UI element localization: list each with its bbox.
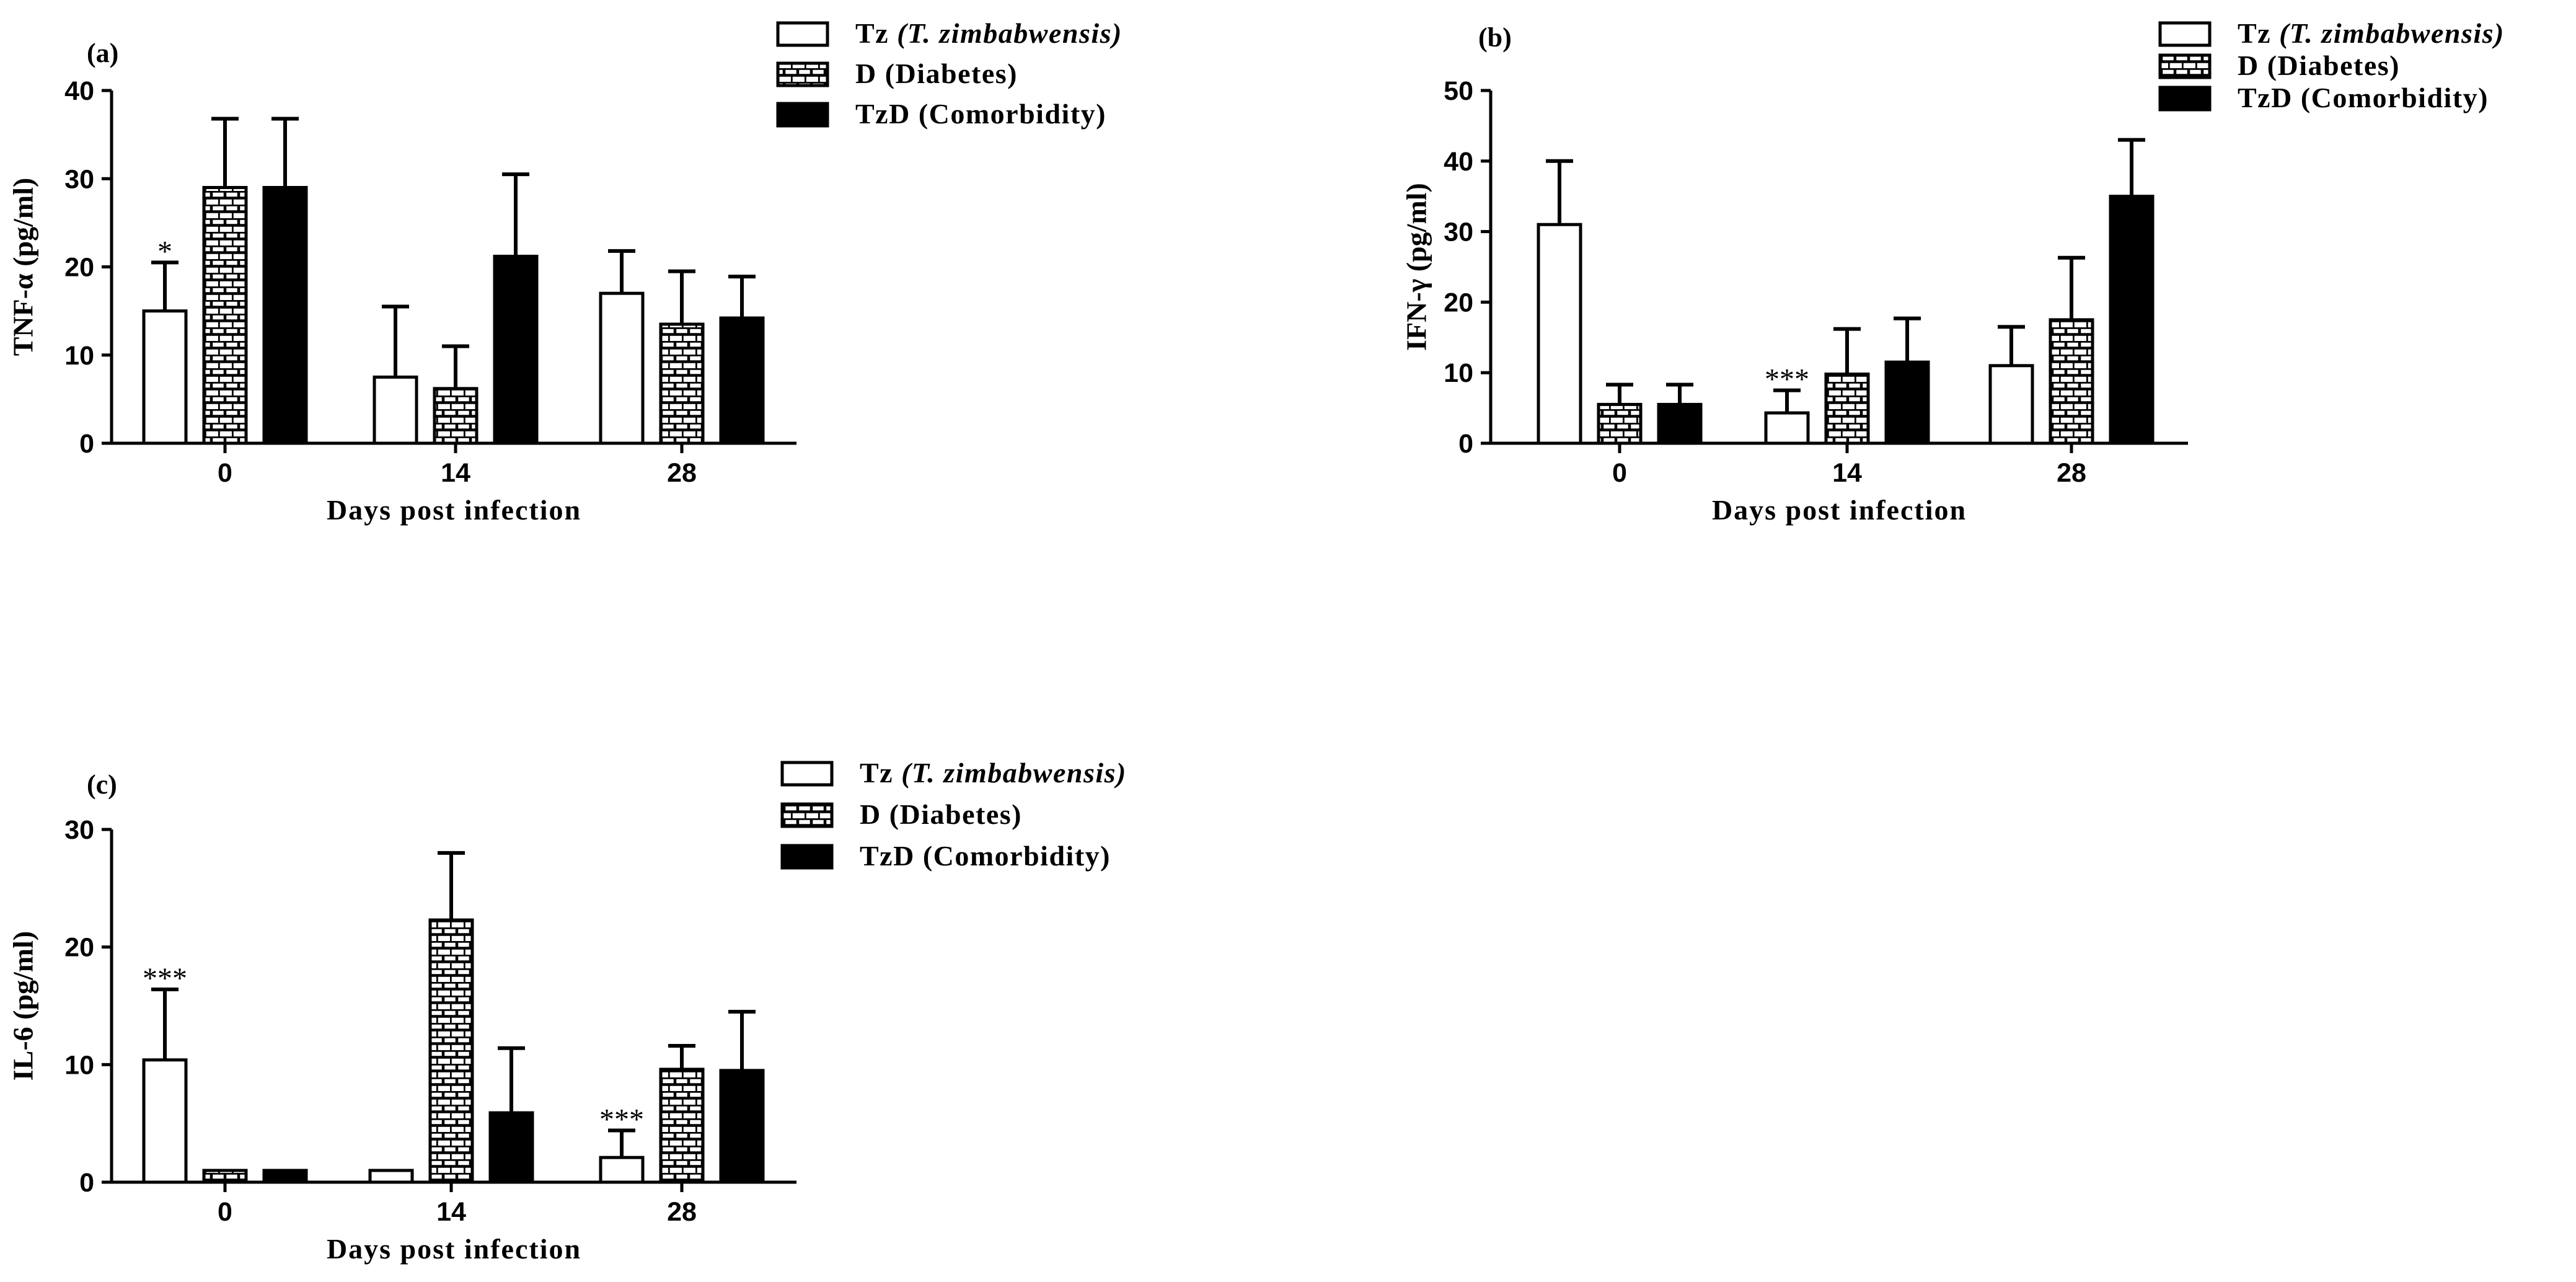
bar-brick-day-28 — [659, 1068, 705, 1184]
y-tick-label: 40 — [1444, 147, 1473, 177]
x-axis-label: Days post infection — [327, 1233, 581, 1265]
x-axis-label: Days post infection — [1712, 494, 1967, 526]
y-tick-label: 0 — [79, 429, 94, 459]
legend-swatch-brick — [2158, 53, 2212, 79]
bar-black-day-0 — [262, 185, 308, 445]
chart-panel-a: (a) 0 10 20 30 40 TNF-α (pg/ml) 0 14 28 Days post … — [7, 17, 1123, 526]
significance-marker: *** — [1765, 363, 1809, 396]
y-tick-label: 20 — [64, 933, 94, 963]
legend-entry: Tz (T. zimbabwensis) — [2238, 17, 2505, 49]
bar-black-day-14 — [493, 254, 539, 445]
bar-black-day-14 — [1884, 360, 1930, 445]
bar-black-day-28 — [2109, 195, 2155, 445]
x-tick-label: 14 — [441, 458, 470, 488]
x-tick-label: 14 — [436, 1197, 466, 1227]
bar-black-day-14 — [488, 1111, 534, 1184]
x-tick-label: 28 — [667, 1197, 697, 1227]
y-tick-label: 30 — [64, 815, 94, 845]
bar-brick-day-0 — [1597, 402, 1643, 445]
bar-white-day-0 — [142, 309, 188, 445]
legend-swatch-black — [2158, 86, 2212, 112]
legend-swatch-black — [780, 844, 834, 870]
bar-white-day-28 — [1988, 364, 2034, 445]
legend-swatch-white — [776, 21, 829, 47]
bar-white-day-14 — [1764, 411, 1810, 445]
y-tick-label: 40 — [64, 76, 94, 106]
bar-brick-day-28 — [659, 322, 705, 445]
x-tick-label: 0 — [218, 1197, 232, 1227]
bar-white-day-28 — [599, 1156, 645, 1184]
legend-entry: D (Diabetes) — [860, 798, 1022, 830]
legend-swatch-black — [776, 102, 829, 128]
bar-black-day-0 — [262, 1169, 308, 1184]
bar-white-day-14 — [373, 375, 418, 445]
x-tick-label: 28 — [667, 458, 697, 488]
chart-panel-b: (b) 0 10 20 30 40 50 IFN-γ (pg/ml) 0 14 28 Days pos… — [1401, 17, 2505, 526]
y-tick-label: 10 — [64, 341, 94, 371]
legend-entry: TzD (Comorbidity) — [855, 98, 1106, 130]
y-tick-label: 0 — [79, 1168, 94, 1198]
x-axis-label: Days post infection — [327, 494, 581, 526]
bar-black-day-28 — [719, 1069, 765, 1184]
legend-entry: D (Diabetes) — [855, 58, 1018, 89]
bar-brick-day-0 — [202, 185, 248, 445]
y-tick-label: 20 — [64, 253, 94, 283]
bar-brick-day-14 — [1824, 372, 1870, 445]
y-tick-label: 50 — [1444, 76, 1473, 106]
x-tick-label: 14 — [1832, 458, 1862, 488]
y-tick-label: 30 — [1444, 218, 1473, 247]
legend: Tz (T. zimbabwensis) D (Diabetes) TzD (Com… — [780, 757, 1127, 872]
y-axis-label: TNF-α (pg/ml) — [7, 178, 39, 356]
legend-swatch-white — [2158, 21, 2212, 47]
bar-brick-day-14 — [428, 918, 474, 1184]
legend: Tz (T. zimbabwensis) D (Diabetes) TzD (Com… — [776, 17, 1123, 130]
legend-entry: Tz (T. zimbabwensis) — [860, 757, 1127, 789]
x-tick-label: 28 — [2057, 458, 2086, 488]
bar-white-day-0 — [1537, 223, 1582, 445]
x-tick-label: 0 — [218, 458, 232, 488]
bar-white-day-28 — [599, 291, 645, 445]
panel-label: (c) — [87, 769, 117, 800]
y-tick-label: 10 — [64, 1050, 94, 1080]
bar-white-day-14 — [368, 1169, 414, 1184]
panel-label: (b) — [1478, 22, 1512, 53]
legend: Tz (T. zimbabwensis)D (Diabetes)TzD (Com… — [2158, 17, 2505, 113]
y-tick-label: 30 — [64, 164, 94, 194]
legend-swatch-white — [780, 761, 834, 787]
bar-brick-day-14 — [433, 387, 479, 445]
bar-white-day-0 — [142, 1058, 188, 1184]
legend-entry: Tz (T. zimbabwensis) — [855, 17, 1123, 49]
chart-panel-c: (c) 0 10 20 30 IL-6 (pg/ml) 0 14 28 Days post inf… — [7, 757, 1127, 1265]
legend-entry: TzD (Comorbidity) — [2238, 82, 2489, 113]
legend-entry: D (Diabetes) — [2238, 50, 2400, 81]
legend-entry: TzD (Comorbidity) — [860, 840, 1111, 872]
bar-brick-day-28 — [2049, 318, 2094, 445]
legend-swatch-brick — [776, 61, 829, 87]
panel-label: (a) — [87, 38, 118, 68]
bar-brick-day-0 — [202, 1169, 248, 1184]
y-tick-label: 10 — [1444, 358, 1473, 388]
y-axis-label: IFN-γ (pg/ml) — [1401, 183, 1432, 351]
y-tick-label: 0 — [1458, 429, 1473, 459]
legend-swatch-brick — [780, 802, 834, 828]
y-axis-label: IL-6 (pg/ml) — [7, 931, 39, 1081]
x-tick-label: 0 — [1612, 458, 1627, 488]
y-tick-label: 20 — [1444, 288, 1473, 317]
bar-black-day-28 — [719, 316, 765, 445]
significance-marker: *** — [599, 1103, 644, 1136]
bar-black-day-0 — [1657, 402, 1703, 445]
significance-marker: *** — [143, 962, 187, 995]
significance-marker: * — [157, 235, 172, 268]
